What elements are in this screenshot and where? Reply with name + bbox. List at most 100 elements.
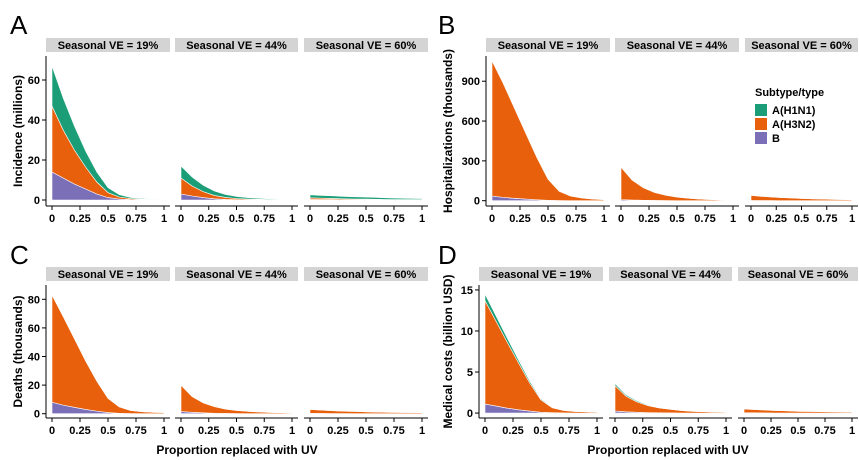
facet-strip: [46, 267, 170, 281]
x-tick-label: 0.5: [358, 425, 373, 437]
facet: Seasonal VE = 19% 0 0.25 0.5 0.75 1: [486, 38, 610, 225]
x-tick-label: 0.25: [198, 425, 219, 437]
panel-letter: A: [10, 10, 28, 40]
x-tick-label: 0: [618, 213, 624, 225]
y-tick-label: 10: [461, 326, 473, 338]
y-tick-label: 900: [462, 76, 480, 88]
x-tick-label: 0.25: [632, 425, 653, 437]
x-tick-label: 0: [489, 213, 495, 225]
x-tick-label: 1: [723, 425, 729, 437]
legend-swatch: [755, 104, 767, 116]
x-tick-label: 0.5: [540, 213, 555, 225]
facet: Seasonal VE = 19% 0 0.25 0.5 0.75 1: [46, 38, 170, 225]
y-tick-label: 0: [34, 409, 40, 421]
x-tick-label: 0.25: [638, 213, 659, 225]
y-axis-title: Hospitalizations (thousands): [441, 49, 455, 213]
area-a-h3n2: [51, 294, 165, 415]
x-tick-label: 0: [307, 213, 313, 225]
x-tick-label: 0.25: [327, 425, 348, 437]
legend-label: A(H1N1): [772, 105, 816, 117]
x-tick-label: 0: [748, 213, 754, 225]
facet: Seasonal VE = 60% 0 0.25 0.5 0.75 1: [738, 267, 858, 437]
facet-strip: [304, 267, 428, 281]
facet-label: Seasonal VE = 19%: [58, 40, 159, 52]
panel-a: A Incidence (millions) 0 20 40 60 Seasonal VE …: [10, 10, 428, 225]
facet-label: Seasonal VE = 19%: [58, 269, 159, 281]
x-tick-label: 1: [730, 213, 736, 225]
x-tick-label: 1: [419, 213, 425, 225]
facet-strip: [46, 38, 170, 52]
y-tick-label: 20: [28, 380, 40, 392]
x-tick-label: 1: [849, 425, 855, 437]
area-a-h1n1: [750, 194, 853, 201]
y-tick-label: 80: [28, 294, 40, 306]
area-a-h1n1: [309, 408, 423, 414]
facet-strip: [304, 38, 428, 52]
facet: Seasonal VE = 44% 0 0.25 0.5 0.75 1: [175, 38, 298, 225]
panel-b: B Hospitalizations (thousands) 0 300 600 900 S…: [438, 10, 858, 225]
facet-label: Seasonal VE = 60%: [316, 40, 417, 52]
facet-strip: [175, 38, 298, 52]
x-tick-label: 0.25: [69, 425, 90, 437]
facet-strip: [175, 267, 298, 281]
facet: Seasonal VE = 44% 0 0.25 0.5 0.75 1: [609, 267, 732, 437]
y-tick-label: 600: [462, 116, 480, 128]
x-tick-label: 0.25: [327, 213, 348, 225]
facet-label: Seasonal VE = 60%: [748, 269, 849, 281]
y-tick-label: 40: [28, 115, 40, 127]
x-tick-label: 0: [307, 425, 313, 437]
y-tick-label: 20: [28, 155, 40, 167]
x-tick-label: 0.25: [198, 213, 219, 225]
x-tick-label: 0.75: [816, 213, 837, 225]
legend: Subtype/type A(H1N1) A(H3N2) B: [755, 87, 824, 145]
y-axis-title: Incidence (millions): [11, 75, 25, 187]
x-tick-label: 0.5: [533, 425, 548, 437]
facet-label: Seasonal VE = 44%: [186, 269, 287, 281]
x-tick-label: 0: [482, 425, 488, 437]
x-tick-label: 0: [49, 425, 55, 437]
x-tick-label: 0: [178, 425, 184, 437]
y-tick-label: 0: [34, 195, 40, 207]
x-tick-label: 0.25: [760, 425, 781, 437]
facet: Seasonal VE = 19% 0 0.25 0.5 0.75 1: [46, 267, 170, 437]
x-tick-label: 0.75: [558, 425, 579, 437]
x-tick-label: 0.5: [663, 425, 678, 437]
facet-strip: [738, 267, 858, 281]
y-tick-label: 40: [28, 352, 40, 364]
x-tick-label: 0: [612, 425, 618, 437]
x-tick-label: 0.5: [229, 425, 244, 437]
x-tick-label: 1: [161, 425, 167, 437]
x-tick-label: 0.75: [383, 425, 404, 437]
panel-letter: C: [10, 240, 29, 270]
facet: Seasonal VE = 19% 0 0.25 0.5 0.75 1: [479, 267, 603, 437]
x-tick-label: 1: [594, 425, 600, 437]
facet-strip: [479, 267, 603, 281]
area-a-h1n1: [491, 59, 605, 200]
x-tick-label: 0.5: [794, 213, 809, 225]
x-tick-label: 0.75: [688, 425, 709, 437]
panel-letter: D: [438, 240, 457, 270]
x-tick-label: 0: [741, 425, 747, 437]
area-a-h1n1: [614, 382, 727, 413]
area-a-h1n1: [51, 65, 165, 201]
x-tick-label: 1: [419, 425, 425, 437]
area-a-h1n1: [484, 293, 598, 413]
x-tick-label: 0.5: [358, 213, 373, 225]
area-a-h1n1: [743, 408, 853, 413]
area-a-h1n1: [180, 165, 293, 201]
legend-label: A(H3N2): [772, 119, 816, 131]
x-tick-label: 0: [49, 213, 55, 225]
x-tick-label: 0.25: [502, 425, 523, 437]
panel-c: C Deaths (thousands) 0 20 40 60 80 Seasonal VE …: [10, 240, 428, 457]
facet: Seasonal VE = 60% 0 0.25 0.5 0.75 1: [745, 38, 858, 225]
y-tick-label: 0: [467, 408, 473, 420]
area-a-h3n2: [484, 300, 598, 414]
x-tick-label: 0.75: [694, 213, 715, 225]
x-tick-label: 0.75: [125, 425, 146, 437]
legend-swatch: [755, 132, 767, 144]
x-tick-label: 0.75: [254, 213, 275, 225]
panel-letter: B: [438, 10, 455, 40]
x-tick-label: 0.5: [100, 213, 115, 225]
